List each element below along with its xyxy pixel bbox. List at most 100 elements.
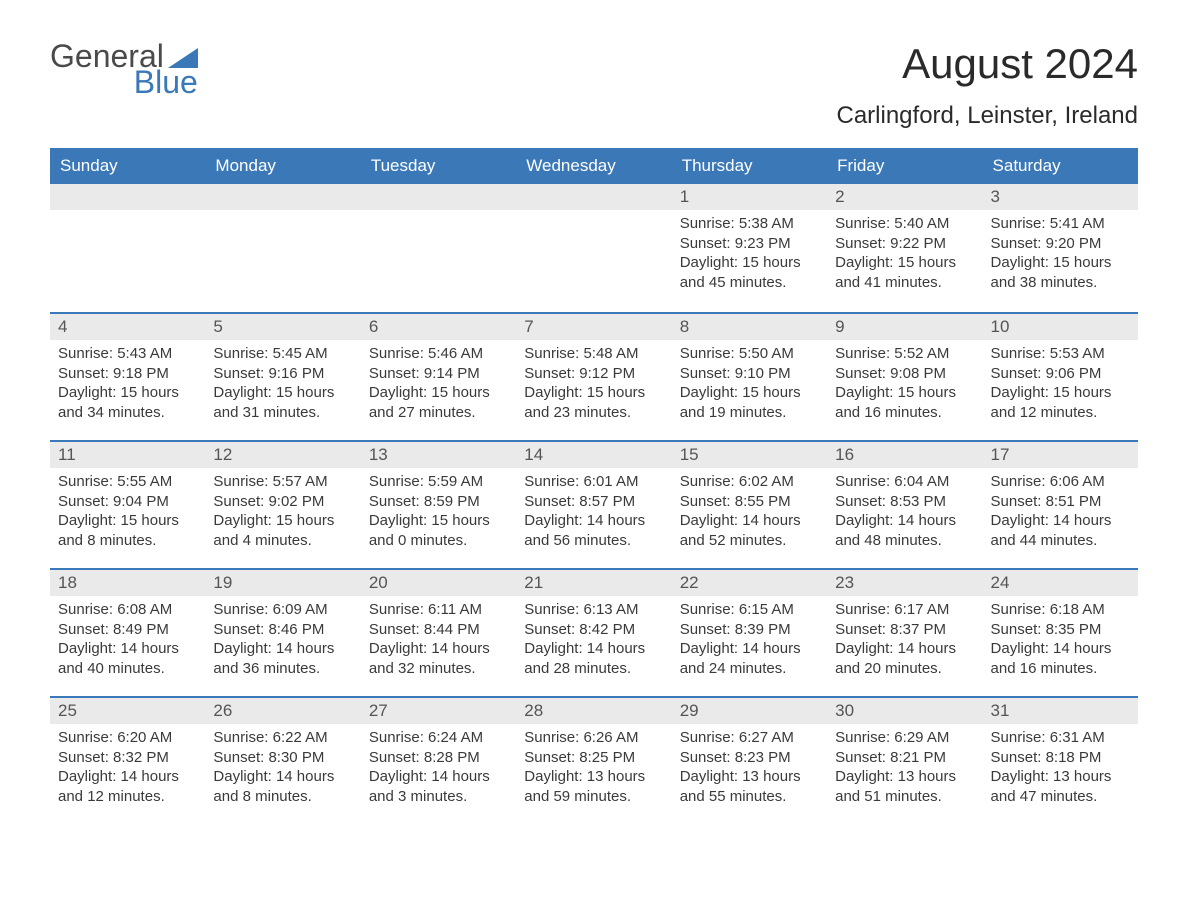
weeks-container: 1Sunrise: 5:38 AMSunset: 9:23 PMDaylight… bbox=[50, 184, 1138, 824]
day-cell: 24Sunrise: 6:18 AMSunset: 8:35 PMDayligh… bbox=[983, 570, 1138, 696]
day-number: 17 bbox=[983, 442, 1138, 468]
day-body: Sunrise: 6:29 AMSunset: 8:21 PMDaylight:… bbox=[827, 724, 982, 814]
sunset-text: Sunset: 8:57 PM bbox=[524, 492, 663, 512]
sunrise-text: Sunrise: 6:31 AM bbox=[991, 728, 1130, 748]
day-number: 3 bbox=[983, 184, 1138, 210]
day-cell: 13Sunrise: 5:59 AMSunset: 8:59 PMDayligh… bbox=[361, 442, 516, 568]
day-body: Sunrise: 5:59 AMSunset: 8:59 PMDaylight:… bbox=[361, 468, 516, 558]
day-body: Sunrise: 5:57 AMSunset: 9:02 PMDaylight:… bbox=[205, 468, 360, 558]
sunrise-text: Sunrise: 6:26 AM bbox=[524, 728, 663, 748]
week-row: 1Sunrise: 5:38 AMSunset: 9:23 PMDaylight… bbox=[50, 184, 1138, 312]
sunset-text: Sunset: 8:37 PM bbox=[835, 620, 974, 640]
sunset-text: Sunset: 8:32 PM bbox=[58, 748, 197, 768]
day-number bbox=[516, 184, 671, 210]
daylight-text: Daylight: 15 hours and 31 minutes. bbox=[213, 383, 352, 422]
sunrise-text: Sunrise: 6:04 AM bbox=[835, 472, 974, 492]
day-number: 26 bbox=[205, 698, 360, 724]
daylight-text: Daylight: 15 hours and 34 minutes. bbox=[58, 383, 197, 422]
daylight-text: Daylight: 14 hours and 52 minutes. bbox=[680, 511, 819, 550]
sunrise-text: Sunrise: 6:06 AM bbox=[991, 472, 1130, 492]
sunrise-text: Sunrise: 5:45 AM bbox=[213, 344, 352, 364]
sunset-text: Sunset: 8:23 PM bbox=[680, 748, 819, 768]
sunset-text: Sunset: 9:18 PM bbox=[58, 364, 197, 384]
daylight-text: Daylight: 15 hours and 45 minutes. bbox=[680, 253, 819, 292]
sunset-text: Sunset: 9:22 PM bbox=[835, 234, 974, 254]
sunset-text: Sunset: 9:23 PM bbox=[680, 234, 819, 254]
sunset-text: Sunset: 9:12 PM bbox=[524, 364, 663, 384]
sunset-text: Sunset: 8:59 PM bbox=[369, 492, 508, 512]
sunset-text: Sunset: 9:16 PM bbox=[213, 364, 352, 384]
sunrise-text: Sunrise: 6:11 AM bbox=[369, 600, 508, 620]
day-body bbox=[205, 210, 360, 290]
daylight-text: Daylight: 15 hours and 19 minutes. bbox=[680, 383, 819, 422]
location-text: Carlingford, Leinster, Ireland bbox=[837, 102, 1139, 130]
sunrise-text: Sunrise: 5:40 AM bbox=[835, 214, 974, 234]
sunset-text: Sunset: 8:44 PM bbox=[369, 620, 508, 640]
day-number: 31 bbox=[983, 698, 1138, 724]
sunrise-text: Sunrise: 6:24 AM bbox=[369, 728, 508, 748]
day-body: Sunrise: 6:15 AMSunset: 8:39 PMDaylight:… bbox=[672, 596, 827, 686]
daylight-text: Daylight: 15 hours and 27 minutes. bbox=[369, 383, 508, 422]
daylight-text: Daylight: 14 hours and 32 minutes. bbox=[369, 639, 508, 678]
day-cell: 17Sunrise: 6:06 AMSunset: 8:51 PMDayligh… bbox=[983, 442, 1138, 568]
day-cell: 14Sunrise: 6:01 AMSunset: 8:57 PMDayligh… bbox=[516, 442, 671, 568]
daylight-text: Daylight: 14 hours and 48 minutes. bbox=[835, 511, 974, 550]
day-cell: 4Sunrise: 5:43 AMSunset: 9:18 PMDaylight… bbox=[50, 314, 205, 440]
day-body: Sunrise: 5:40 AMSunset: 9:22 PMDaylight:… bbox=[827, 210, 982, 300]
sunrise-text: Sunrise: 6:29 AM bbox=[835, 728, 974, 748]
sunrise-text: Sunrise: 6:08 AM bbox=[58, 600, 197, 620]
day-cell: 1Sunrise: 5:38 AMSunset: 9:23 PMDaylight… bbox=[672, 184, 827, 312]
daylight-text: Daylight: 15 hours and 0 minutes. bbox=[369, 511, 508, 550]
calendar: SundayMondayTuesdayWednesdayThursdayFrid… bbox=[50, 148, 1138, 824]
sunset-text: Sunset: 8:46 PM bbox=[213, 620, 352, 640]
daylight-text: Daylight: 14 hours and 3 minutes. bbox=[369, 767, 508, 806]
day-cell: 6Sunrise: 5:46 AMSunset: 9:14 PMDaylight… bbox=[361, 314, 516, 440]
day-number: 9 bbox=[827, 314, 982, 340]
day-cell: 31Sunrise: 6:31 AMSunset: 8:18 PMDayligh… bbox=[983, 698, 1138, 824]
sunrise-text: Sunrise: 6:09 AM bbox=[213, 600, 352, 620]
day-number: 19 bbox=[205, 570, 360, 596]
day-body: Sunrise: 6:24 AMSunset: 8:28 PMDaylight:… bbox=[361, 724, 516, 814]
day-number: 4 bbox=[50, 314, 205, 340]
sunrise-text: Sunrise: 5:38 AM bbox=[680, 214, 819, 234]
day-body: Sunrise: 6:26 AMSunset: 8:25 PMDaylight:… bbox=[516, 724, 671, 814]
day-cell: 9Sunrise: 5:52 AMSunset: 9:08 PMDaylight… bbox=[827, 314, 982, 440]
day-cell: 23Sunrise: 6:17 AMSunset: 8:37 PMDayligh… bbox=[827, 570, 982, 696]
days-of-week-header: SundayMondayTuesdayWednesdayThursdayFrid… bbox=[50, 148, 1138, 184]
day-cell: 30Sunrise: 6:29 AMSunset: 8:21 PMDayligh… bbox=[827, 698, 982, 824]
day-body: Sunrise: 5:52 AMSunset: 9:08 PMDaylight:… bbox=[827, 340, 982, 430]
day-body: Sunrise: 6:11 AMSunset: 8:44 PMDaylight:… bbox=[361, 596, 516, 686]
sunset-text: Sunset: 9:02 PM bbox=[213, 492, 352, 512]
day-cell: 16Sunrise: 6:04 AMSunset: 8:53 PMDayligh… bbox=[827, 442, 982, 568]
title-block: August 2024 Carlingford, Leinster, Irela… bbox=[837, 40, 1139, 140]
day-number: 10 bbox=[983, 314, 1138, 340]
sunrise-text: Sunrise: 6:27 AM bbox=[680, 728, 819, 748]
day-body: Sunrise: 6:02 AMSunset: 8:55 PMDaylight:… bbox=[672, 468, 827, 558]
day-cell bbox=[50, 184, 205, 312]
sunset-text: Sunset: 8:55 PM bbox=[680, 492, 819, 512]
week-row: 11Sunrise: 5:55 AMSunset: 9:04 PMDayligh… bbox=[50, 440, 1138, 568]
day-number bbox=[50, 184, 205, 210]
sunrise-text: Sunrise: 5:48 AM bbox=[524, 344, 663, 364]
sunset-text: Sunset: 9:06 PM bbox=[991, 364, 1130, 384]
daylight-text: Daylight: 15 hours and 8 minutes. bbox=[58, 511, 197, 550]
sunrise-text: Sunrise: 5:59 AM bbox=[369, 472, 508, 492]
day-number: 29 bbox=[672, 698, 827, 724]
sunrise-text: Sunrise: 6:13 AM bbox=[524, 600, 663, 620]
daylight-text: Daylight: 14 hours and 20 minutes. bbox=[835, 639, 974, 678]
day-number: 28 bbox=[516, 698, 671, 724]
day-body: Sunrise: 6:01 AMSunset: 8:57 PMDaylight:… bbox=[516, 468, 671, 558]
sunrise-text: Sunrise: 5:52 AM bbox=[835, 344, 974, 364]
daylight-text: Daylight: 15 hours and 16 minutes. bbox=[835, 383, 974, 422]
daylight-text: Daylight: 14 hours and 40 minutes. bbox=[58, 639, 197, 678]
week-row: 18Sunrise: 6:08 AMSunset: 8:49 PMDayligh… bbox=[50, 568, 1138, 696]
dow-cell: Sunday bbox=[50, 148, 205, 184]
day-cell: 10Sunrise: 5:53 AMSunset: 9:06 PMDayligh… bbox=[983, 314, 1138, 440]
daylight-text: Daylight: 15 hours and 4 minutes. bbox=[213, 511, 352, 550]
day-body: Sunrise: 5:50 AMSunset: 9:10 PMDaylight:… bbox=[672, 340, 827, 430]
day-body: Sunrise: 5:38 AMSunset: 9:23 PMDaylight:… bbox=[672, 210, 827, 300]
sunset-text: Sunset: 9:20 PM bbox=[991, 234, 1130, 254]
daylight-text: Daylight: 14 hours and 8 minutes. bbox=[213, 767, 352, 806]
day-cell: 2Sunrise: 5:40 AMSunset: 9:22 PMDaylight… bbox=[827, 184, 982, 312]
day-cell: 21Sunrise: 6:13 AMSunset: 8:42 PMDayligh… bbox=[516, 570, 671, 696]
